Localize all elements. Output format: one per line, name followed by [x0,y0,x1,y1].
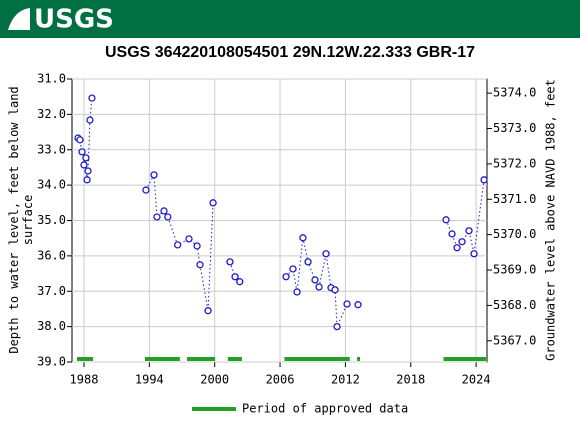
y2-tick-label: 5367.0 [493,333,536,347]
approved-period [187,357,216,361]
logo-icon [8,8,30,30]
data-point [88,94,96,102]
data-point [331,286,339,294]
data-point [480,176,488,184]
data-point [236,278,244,286]
y-tick-label: 31.0 [37,72,66,86]
data-point [458,238,466,246]
data-point [333,322,341,331]
y2-tick-label: 5371.0 [493,192,536,206]
approved-period [443,357,486,361]
data-point [80,161,88,169]
data-point [204,307,212,315]
y2-tick-label: 5374.0 [493,86,536,100]
data-point [354,301,362,309]
data-point [448,230,456,238]
x-tick-label: 1994 [135,373,164,387]
data-point [470,250,478,258]
approved-period [77,357,94,361]
y-tick-label: 34.0 [37,178,66,192]
data-point [322,250,330,258]
approved-period [227,357,242,361]
data-point [153,213,161,221]
chart-title: USGS 364220108054501 29N.12W.22.333 GBR-… [105,44,475,61]
data-point [185,235,193,243]
data-point [226,258,234,266]
legend-label: Period of approved data [242,402,408,416]
y-tick-label: 37.0 [37,284,66,298]
y2-tick-label: 5370.0 [493,227,536,241]
data-point [289,265,297,273]
data-point [142,186,150,194]
y-tick-label: 32.0 [37,107,66,121]
y-axis-label-line: surface [21,195,35,246]
data-point [174,241,182,249]
data-point [78,148,86,156]
approved-period [144,357,180,361]
data-point [442,216,450,224]
y-tick-label: 38.0 [37,319,66,333]
y2-tick-label: 5373.0 [493,121,536,135]
y-tick-label: 39.0 [37,355,66,369]
data-point [315,283,323,291]
approved-period [284,357,350,361]
x-tick-label: 2024 [462,373,491,387]
data-point [343,300,351,308]
data-point [164,213,172,221]
x-tick-label: 2012 [331,373,360,387]
data-point [196,261,204,269]
data-point [304,258,312,266]
data-point [84,167,92,175]
x-tick-label: 2018 [396,373,425,387]
y2-axis-label: Groundwater level above NAVD 1988, feet [544,79,558,361]
y2-tick-label: 5368.0 [493,298,536,312]
series-line [77,98,485,327]
header-bar [0,0,580,38]
y-tick-label: 36.0 [37,248,66,262]
y-tick-label: 35.0 [37,213,66,227]
data-point [76,136,84,144]
logo: USGS [34,5,114,35]
data-point [311,276,319,284]
approved-period [357,357,360,361]
data-point [83,176,91,184]
x-tick-label: 2000 [200,373,229,387]
y2-tick-label: 5369.0 [493,263,536,277]
y2-tick-label: 5372.0 [493,156,536,170]
data-point [293,288,301,296]
data-point [193,242,201,250]
y-tick-label: 33.0 [37,142,66,156]
x-tick-label: 1988 [70,373,99,387]
y-axis-label-line: Depth to water level, feet below land [7,86,21,353]
data-point [150,171,158,179]
y-axis-label: Depth to water level, feet below landsur… [7,86,35,353]
data-point [82,154,90,162]
data-point [160,207,168,215]
data-point [282,273,290,281]
data-point [299,234,307,242]
data-point [209,199,217,207]
x-tick-label: 2006 [266,373,295,387]
data-point [231,273,239,281]
data-point [465,227,473,235]
data-point [453,244,461,252]
data-point [86,116,94,124]
